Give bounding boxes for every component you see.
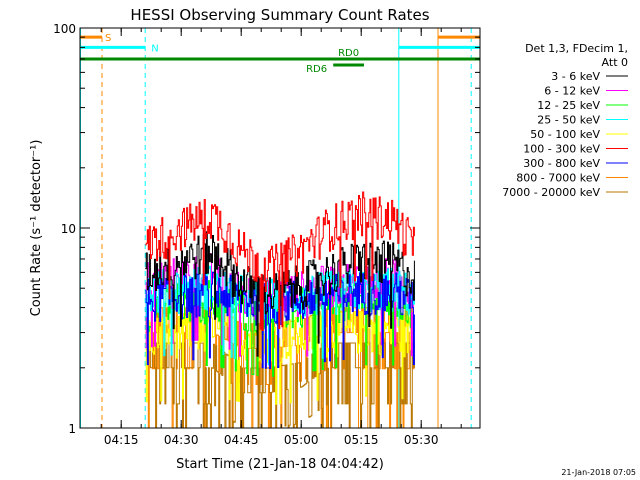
x-tick-label: 05:30 <box>404 433 439 447</box>
legend-header: Det 1,3, FDecim 1, <box>525 42 628 55</box>
footer-timestamp: 21-Jan-2018 07:05 <box>561 468 636 477</box>
plot-area: RD0 RD6 S N <box>80 28 480 429</box>
legend-entry-label: 25 - 50 keV <box>537 114 600 127</box>
rd0-label: RD0 <box>338 48 359 59</box>
saa-label: S <box>105 33 111 44</box>
series-line <box>145 191 415 331</box>
y-tick-label: 1 <box>68 422 76 436</box>
x-tick-label: 04:30 <box>164 433 199 447</box>
y-tick-label: 10 <box>61 222 76 236</box>
legend-entry-label: 100 - 300 keV <box>523 143 600 156</box>
y-tick-label: 100 <box>53 22 76 36</box>
x-tick-label: 05:00 <box>284 433 319 447</box>
rd6-label: RD6 <box>306 64 327 75</box>
chart-title: HESSI Observing Summary Count Rates <box>130 6 429 24</box>
legend-entry-label: 50 - 100 keV <box>530 128 600 141</box>
legend-entry-label: 800 - 7000 keV <box>516 172 600 185</box>
legend: Det 1,3, FDecim 1,Att 03 - 6 keV 6 - 12 k… <box>502 42 628 199</box>
legend-entry-label: 6 - 12 keV <box>544 85 600 98</box>
legend-entry-label: 7000 - 20000 keV <box>502 186 600 199</box>
legend-entry-label: 300 - 800 keV <box>523 157 600 170</box>
x-axis-label: Start Time (21-Jan-18 04:04:42) <box>176 457 384 472</box>
x-tick-label: 04:45 <box>224 433 259 447</box>
y-axis-label: Count Rate (s⁻¹ detector⁻¹) <box>29 140 44 317</box>
y-axis: 1 10 100 <box>53 22 480 436</box>
legend-entry-label: 12 - 25 keV <box>537 99 600 112</box>
legend-header: Att 0 <box>602 56 628 69</box>
x-tick-label: 04:15 <box>104 433 139 447</box>
x-tick-label: 05:15 <box>344 433 379 447</box>
legend-entry-label: 3 - 6 keV <box>551 70 600 83</box>
night-label: N <box>151 43 158 54</box>
series-line <box>145 310 415 405</box>
x-axis: 04:15 04:30 04:45 05:00 05:15 05:30 <box>100 28 462 447</box>
